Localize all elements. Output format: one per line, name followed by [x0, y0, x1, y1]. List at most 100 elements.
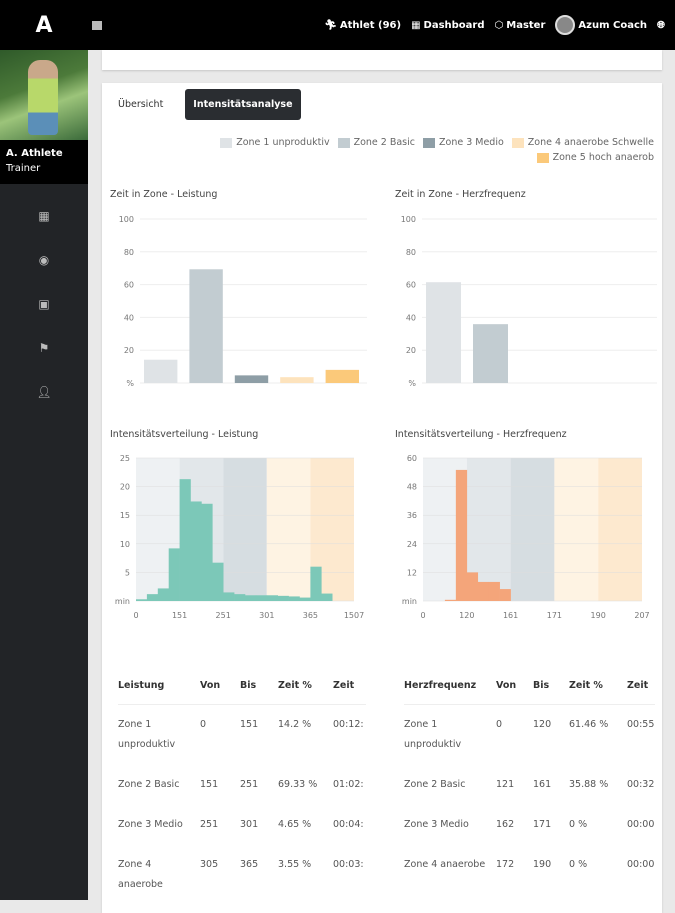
tab-uebersicht[interactable]: Übersicht: [118, 99, 164, 110]
table-cell: 00:00: [627, 818, 655, 830]
table-cell: 3.55 %: [278, 858, 312, 870]
column-header[interactable]: Zeit %: [278, 668, 333, 705]
y-tick-label: 20: [406, 346, 416, 355]
table-cell: Zone 2 Basic: [404, 778, 466, 790]
histogram-bin: [310, 566, 322, 601]
chart-legend: Zone 1 unproduktiv Zone 2 Basic Zone 3 Med…: [194, 137, 654, 163]
table-cell: 00:12:: [333, 718, 364, 730]
intensitaetsverteilung-leistung-chart: min 5 10 15 20 25 0 151 251 301 365 1507: [115, 454, 364, 620]
table-cell: 4.65 %: [278, 818, 312, 830]
leistung-zones-table: Leistung Von Bis Zeit % Zeit Zone 1 unprodukt…: [118, 668, 366, 905]
table-cell: 305: [200, 858, 219, 870]
table-cell: 0 %: [569, 858, 588, 870]
chart-title: Intensitätsverteilung - Herzfrequenz: [395, 429, 567, 440]
histogram-bin: [255, 595, 268, 601]
table-cell: 00:04:: [333, 818, 364, 830]
sidebar-toggle-button[interactable]: [92, 20, 102, 30]
athlet-link[interactable]: 🏃︎ Athlet (96): [324, 20, 401, 31]
y-tick-label: 60: [406, 281, 416, 290]
sidebar-item-view[interactable]: ◉: [0, 238, 88, 282]
y-tick-label: 10: [120, 540, 130, 549]
avatar: [555, 15, 576, 35]
dashboard-label: Dashboard: [423, 19, 485, 31]
sidebar-item-dashboard[interactable]: ▦: [0, 194, 88, 238]
histogram-bin: [212, 562, 224, 601]
y-tick-label: 60: [124, 281, 134, 290]
sidebar-item-calendar[interactable]: ▣: [0, 282, 88, 326]
x-tick-label: 365: [303, 611, 318, 620]
table-cell: 301: [240, 818, 259, 830]
table-cell: 69.33 %: [278, 778, 318, 790]
sidebar-item-profile[interactable]: 👤︎: [0, 370, 88, 414]
column-header[interactable]: Bis: [240, 668, 278, 705]
column-header[interactable]: Von: [496, 668, 533, 705]
legend-item[interactable]: Zone 5 hoch anaerob: [536, 152, 654, 163]
intensitaetsverteilung-herzfrequenz-chart: min 12 24 36 48 60 0 120 161 171 190 207: [402, 454, 650, 620]
column-header[interactable]: Zeit %: [569, 668, 627, 705]
top-card: [102, 50, 662, 70]
sidebar-item-goals[interactable]: ⚑: [0, 326, 88, 370]
y-tick-label: min: [402, 597, 417, 606]
x-tick-label: 0: [133, 611, 138, 620]
histogram-bin: [201, 503, 213, 601]
analysis-card: Übersicht Intensitätsanalyse Zone 1 unpr…: [102, 83, 662, 913]
histogram-bin: [168, 548, 180, 601]
x-tick-label: 161: [503, 611, 518, 620]
y-tick-label: 25: [120, 454, 130, 463]
legend-item[interactable]: Zone 1 unproduktiv: [220, 137, 330, 148]
table-header-row: Leistung Von Bis Zeit % Zeit: [118, 668, 366, 705]
table-cell: 0: [496, 718, 503, 730]
column-header[interactable]: Von: [200, 668, 240, 705]
histogram-bin: [157, 588, 169, 601]
legend-swatch: [337, 137, 350, 148]
dashboard-link[interactable]: ▦ Dashboard: [411, 20, 484, 31]
legend-item[interactable]: Zone 2 Basic: [337, 137, 415, 148]
x-tick-label: 1507: [344, 611, 364, 620]
table-cell: 01:02:: [333, 778, 364, 790]
tab-intensitaetsanalyse[interactable]: Intensitätsanalyse: [185, 89, 301, 120]
sidebar: A A. Athlete Trainer ▦ ◉ ▣ ⚑ 👤︎: [0, 0, 88, 900]
zeit-in-zone-leistung-chart: % 20 40 60 80 100: [119, 215, 367, 388]
y-tick-label: 40: [124, 313, 134, 322]
legend-item[interactable]: Zone 4 anaerobe Schwelle: [511, 137, 654, 148]
legend-item[interactable]: Zone 3 Medio: [423, 137, 504, 148]
y-tick-label: 36: [407, 511, 417, 520]
calendar-icon: ▣: [38, 297, 50, 311]
table-row: Zone 4 anaerobe 172 190 0 % 00:00: [404, 845, 655, 885]
column-header[interactable]: Leistung: [118, 668, 200, 705]
master-label: Master: [506, 19, 546, 31]
table-row: Zone 4 anaerobe 305 365 3.55 % 00:03:: [118, 845, 366, 905]
table-cell: Zone 3 Medio: [118, 818, 183, 830]
zone-band: [554, 458, 599, 601]
table-cell: Zone 2 Basic: [118, 778, 180, 790]
column-header[interactable]: Zeit: [333, 668, 366, 705]
dashboard-icon: ▦: [38, 209, 50, 223]
table-cell: 171: [533, 818, 552, 830]
table-cell: 151: [200, 778, 219, 790]
table-row: Zone 1 unproduktiv 0 120 61.46 % 00:55: [404, 704, 655, 765]
y-tick-label: 100: [401, 215, 416, 224]
x-tick-label: 207: [634, 611, 649, 620]
table-cell: Zone 3 Medio: [404, 818, 469, 830]
user-menu[interactable]: Azum Coach: [555, 15, 647, 35]
table-cell: 61.46 %: [569, 718, 609, 730]
logo[interactable]: A: [0, 0, 88, 50]
master-link[interactable]: ⬡ Master: [495, 20, 546, 31]
y-tick-label: min: [115, 597, 130, 606]
cube-icon: ⬡: [494, 19, 504, 31]
legend-label: Zone 4 anaerobe Schwelle: [527, 137, 654, 148]
histogram-bin: [179, 479, 191, 601]
histogram-bin: [299, 597, 311, 601]
tabs: Übersicht Intensitätsanalyse: [110, 89, 301, 120]
table-cell: Zone 1 unproduktiv: [404, 718, 462, 750]
column-header[interactable]: Herzfrequenz: [404, 668, 496, 705]
legend-label: Zone 2 Basic: [353, 137, 415, 148]
language-button[interactable]: 🌐︎: [657, 20, 665, 31]
legend-label: Zone 5 hoch anaerob: [552, 152, 654, 163]
column-header[interactable]: Zeit: [627, 668, 655, 705]
chart-title: Zeit in Zone - Leistung: [110, 189, 218, 200]
logo-mark: A: [35, 12, 53, 38]
flag-icon: ⚑: [38, 341, 50, 355]
column-header[interactable]: Bis: [533, 668, 569, 705]
zone-band: [223, 458, 267, 601]
